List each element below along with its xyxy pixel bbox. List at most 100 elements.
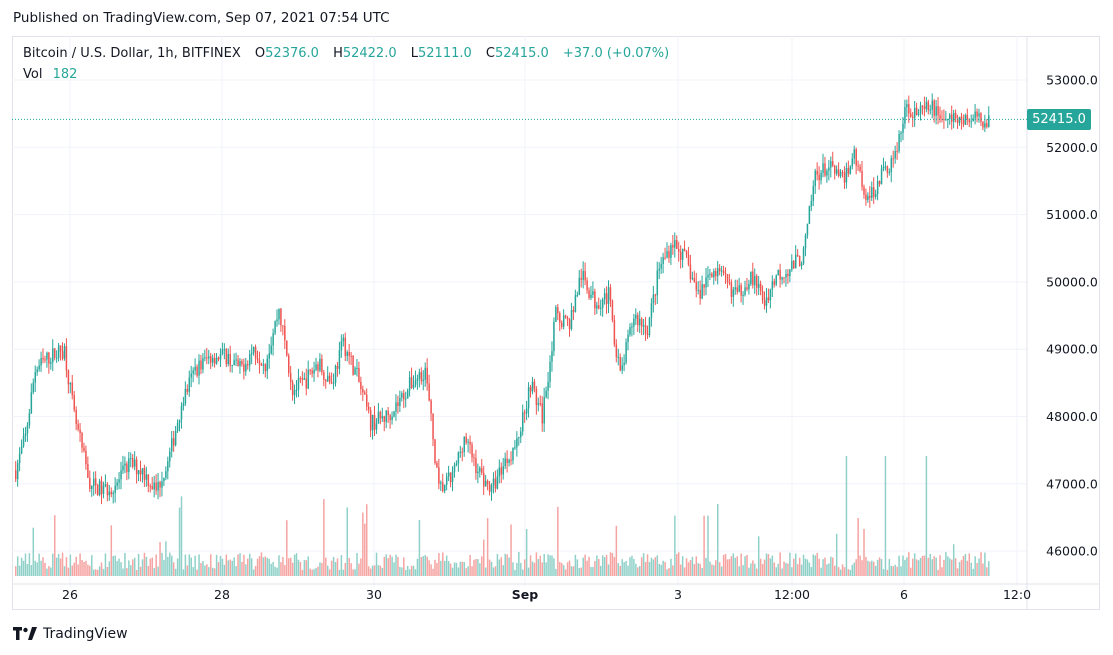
y-tick-label: 47000.0	[1046, 476, 1098, 491]
volume-bar	[549, 555, 551, 576]
price-chart[interactable]: 46000.0 47000.0 48000.0 49000.0 50000.0 51000…	[12, 36, 1100, 610]
volume-bar	[151, 557, 153, 576]
volume-bar	[204, 565, 206, 576]
volume-bar	[906, 557, 908, 576]
volume-bar	[779, 552, 781, 576]
candle-body	[750, 271, 752, 285]
candle-body	[348, 352, 350, 356]
candle-body	[810, 200, 813, 207]
volume-bar	[186, 565, 189, 576]
candle-body	[845, 167, 848, 183]
candle-body	[151, 486, 153, 490]
x-tick-label: 3	[674, 587, 682, 602]
candle-body	[713, 271, 715, 278]
candle-body	[126, 463, 128, 473]
candle-body	[559, 313, 561, 323]
symbol-label[interactable]: Bitcoin / U.S. Dollar, 1h, BITFINEX	[23, 46, 241, 61]
volume-bar	[471, 566, 473, 576]
x-tick-label: 28	[214, 587, 230, 602]
candle-body	[202, 358, 204, 370]
volume-bar	[769, 558, 772, 576]
candle-body	[754, 275, 756, 286]
candle-body	[83, 447, 85, 451]
volume-bar	[354, 569, 356, 576]
volume-bar	[211, 567, 214, 576]
candle-body	[711, 273, 713, 278]
candle-body	[796, 254, 799, 256]
candle-body	[104, 484, 107, 486]
candle-body	[541, 403, 543, 424]
candle-body	[167, 461, 169, 472]
volume-bar	[319, 562, 321, 576]
volume-bar	[85, 560, 87, 576]
candle-body	[479, 468, 481, 472]
candle-body	[373, 414, 376, 430]
candle-body	[291, 382, 294, 396]
volume-bar	[484, 567, 487, 576]
candle-body	[397, 402, 399, 407]
ohlc-legend: Bitcoin / U.S. Dollar, 1h, BITFINEX O523…	[23, 46, 669, 61]
volume-bar	[330, 560, 333, 576]
candle-body	[553, 321, 555, 352]
candle-body	[639, 318, 641, 326]
x-tick-label: 12:00	[774, 587, 810, 602]
candle-body	[28, 413, 31, 426]
volume-bar	[664, 561, 666, 576]
candle-body	[496, 476, 499, 489]
candle-body	[670, 245, 672, 258]
candle-body	[196, 366, 198, 376]
volume-bar	[436, 562, 438, 576]
volume-bar	[346, 507, 348, 576]
volume-bar	[362, 512, 364, 576]
candle-body	[418, 372, 421, 379]
volume-bar	[98, 566, 101, 576]
candle-body	[816, 170, 818, 175]
candle-body	[467, 441, 469, 443]
volume-bar	[387, 558, 389, 576]
candle-body	[703, 284, 705, 288]
volume-bar	[598, 559, 600, 576]
candle-body	[475, 458, 477, 474]
volume-bar	[104, 553, 107, 576]
candle-body	[492, 478, 495, 486]
volume-bar	[592, 567, 594, 576]
volume-bar	[968, 553, 971, 576]
volume-bar	[159, 542, 161, 576]
volume-bar	[490, 561, 493, 576]
candle-body	[338, 350, 341, 369]
volume-bar	[295, 553, 298, 576]
candle-body	[683, 248, 686, 252]
volume-bar	[198, 554, 200, 576]
volume-bar	[327, 565, 329, 576]
volume-bar	[321, 562, 323, 576]
candle-body	[958, 116, 961, 123]
volume-bar	[65, 557, 68, 576]
volume-bar	[44, 562, 46, 576]
volume-bar	[703, 515, 705, 576]
footer-brand[interactable]: TradingView	[13, 626, 128, 642]
volume-bar	[469, 555, 471, 576]
volume-bar	[600, 565, 602, 576]
candle-body	[752, 271, 754, 286]
chart-frame	[12, 36, 1100, 610]
volume-bar	[943, 559, 945, 576]
volume-bar	[707, 515, 709, 576]
candle-body	[705, 277, 707, 288]
candle-body	[276, 319, 278, 322]
candle-body	[939, 115, 941, 119]
candle-body	[494, 478, 497, 489]
volume-bar	[323, 498, 325, 576]
volume-bar	[816, 552, 818, 576]
volume-bar	[342, 569, 345, 576]
volume-bar	[623, 562, 625, 576]
candle-body	[707, 274, 709, 278]
x-tick-label: 6	[900, 587, 908, 602]
volume-bar	[588, 556, 590, 576]
volume-bar	[566, 562, 569, 576]
candle-body	[266, 358, 269, 372]
candle-body	[678, 248, 680, 252]
volume-bar	[619, 565, 621, 576]
open-label: O	[254, 46, 266, 61]
volume-bar	[635, 563, 637, 576]
volume-bar	[284, 565, 286, 576]
